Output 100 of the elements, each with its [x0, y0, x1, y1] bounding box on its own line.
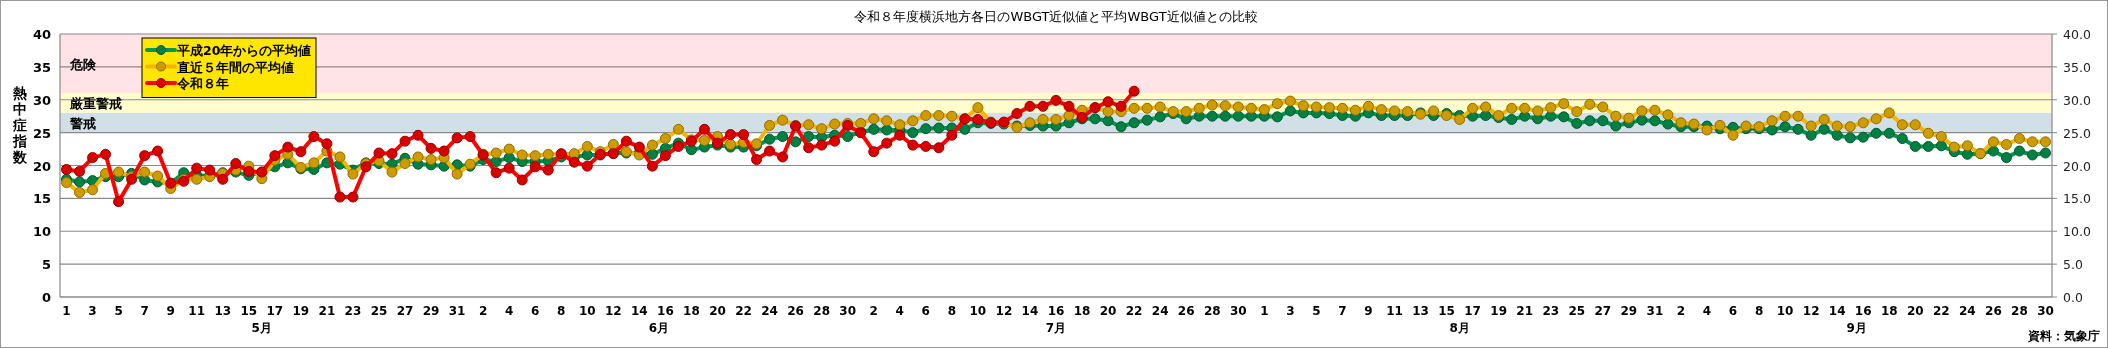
x-tick-label: 8 — [947, 304, 957, 318]
x-tick-label: 24 — [1959, 304, 1976, 318]
x-tick-label: 26 — [787, 304, 804, 318]
x-tick-label: 24 — [761, 304, 778, 318]
y2-tick-label: 5.0 — [2063, 257, 2083, 273]
x-tick-label: 26 — [1985, 304, 2002, 318]
band-label: 厳重警戒 — [69, 96, 122, 112]
text: 5月 — [251, 321, 272, 335]
x-tick-label: 25 — [370, 304, 388, 318]
x-tick-label: 12 — [1802, 304, 1820, 318]
y2-tick-label: 20.0 — [2063, 158, 2091, 174]
x-tick-label: 7 — [140, 304, 149, 318]
y2-tick-label: 15.0 — [2063, 191, 2091, 207]
x-tick-label: 10 — [578, 304, 596, 318]
y-tick-label: 10 — [32, 224, 51, 240]
x-tick-label: 29 — [422, 304, 440, 318]
y-axis-title: 熱中症指数 — [12, 85, 28, 165]
y2-tick-label: 35.0 — [2063, 59, 2091, 75]
x-tick-label: 15 — [240, 304, 258, 318]
x-tick-label: 26 — [1177, 304, 1195, 318]
x-tick-label: 2 — [1676, 304, 1686, 318]
x-tick-label: 12 — [995, 304, 1013, 318]
x-tick-label: 30 — [1229, 304, 1247, 318]
chart-title: 令和８年度横浜地方各日のWBGT近似値と平均WBGT近似値との比較 — [854, 9, 1258, 24]
x-tick-label: 4 — [505, 304, 514, 318]
x-tick-label: 25 — [1568, 304, 1586, 318]
x-tick-label: 30 — [839, 304, 857, 318]
x-tick-label: 29 — [1620, 304, 1638, 318]
y2-tick-label: 25.0 — [2063, 125, 2091, 141]
x-tick-label: 21 — [318, 304, 336, 318]
y2-tick-label: 0.0 — [2063, 290, 2083, 305]
x-tick-label: 5 — [1312, 304, 1321, 318]
x-tick-label: 20 — [1099, 304, 1117, 318]
x-tick-label: 18 — [683, 304, 700, 318]
y-tick-label: 40 — [32, 27, 51, 42]
x-tick-label: 4 — [895, 304, 904, 318]
x-tick-label: 3 — [1286, 304, 1295, 318]
y-tick-label: 0 — [41, 290, 51, 305]
x-tick-label: 9 — [1364, 304, 1373, 318]
x-tick-label: 15 — [1438, 304, 1455, 318]
x-tick-label: 13 — [214, 304, 232, 318]
text: 6月 — [648, 321, 670, 335]
x-tick-label: 13 — [1412, 304, 1429, 318]
x-tick-label: 24 — [1151, 304, 1169, 318]
legend-label: 平成20年からの平均値 — [176, 43, 312, 58]
x-tick-label: 23 — [344, 304, 362, 318]
x-tick-label: 16 — [1047, 304, 1065, 318]
x-tick-label: 14 — [631, 304, 648, 318]
x-tick-label: 1 — [62, 304, 71, 318]
x-tick-label: 31 — [1646, 304, 1664, 318]
x-tick-label: 28 — [1203, 304, 1221, 318]
legend-label: 直近５年間の平均値 — [176, 59, 294, 75]
y-tick-label: 30 — [32, 92, 51, 108]
x-tick-label: 14 — [1828, 304, 1846, 318]
x-tick-label: 14 — [1021, 304, 1039, 318]
x-tick-label: 4 — [1702, 304, 1712, 318]
x-tick-label: 31 — [448, 304, 466, 318]
text: 資料：気象庁 — [2027, 329, 2100, 343]
y-tick-label: 25 — [32, 125, 51, 141]
x-tick-label: 19 — [1490, 304, 1508, 318]
x-tick-label: 6 — [1728, 304, 1738, 318]
x-tick-label: 11 — [188, 304, 206, 318]
x-tick-label: 9 — [166, 304, 175, 318]
y2-tick-label: 40.0 — [2063, 27, 2091, 42]
x-tick-label: 23 — [1542, 304, 1560, 318]
x-tick-label: 21 — [1516, 304, 1534, 318]
x-tick-label: 22 — [1932, 304, 1950, 318]
x-tick-label: 12 — [604, 304, 622, 318]
y-tick-label: 15 — [32, 191, 51, 207]
x-tick-label: 10 — [969, 304, 987, 318]
x-tick-label: 3 — [88, 304, 97, 318]
y-tick-label: 20 — [32, 158, 51, 174]
x-tick-label: 19 — [292, 304, 310, 318]
x-tick-label: 27 — [1594, 304, 1612, 318]
x-tick-label: 27 — [396, 304, 414, 318]
x-tick-label: 2 — [869, 304, 878, 318]
x-tick-label: 20 — [1906, 304, 1924, 318]
y-tick-label: 35 — [32, 59, 51, 75]
x-tick-label: 10 — [1776, 304, 1794, 318]
text: 8月 — [1449, 321, 1470, 335]
x-tick-label: 22 — [1125, 304, 1143, 318]
x-tick-label: 20 — [709, 304, 726, 318]
x-tick-label: 8 — [1754, 304, 1764, 318]
x-tick-label: 17 — [1464, 304, 1481, 318]
band-label: 警戒 — [69, 115, 96, 131]
x-tick-label: 1 — [1260, 304, 1269, 318]
x-tick-label: 28 — [2011, 304, 2028, 318]
x-tick-label: 5 — [114, 304, 123, 318]
x-tick-label: 17 — [266, 304, 284, 318]
x-tick-label: 16 — [1854, 304, 1872, 318]
x-tick-label: 18 — [1880, 304, 1898, 318]
y2-tick-label: 30.0 — [2063, 92, 2091, 108]
x-tick-label: 8 — [557, 304, 566, 318]
text: 7月 — [1045, 321, 1067, 335]
x-tick-label: 30 — [2037, 304, 2054, 318]
x-tick-label: 7 — [1338, 304, 1347, 318]
x-tick-label: 11 — [1386, 304, 1403, 318]
y2-tick-label: 10.0 — [2063, 224, 2091, 240]
y-tick-label: 5 — [41, 257, 51, 273]
x-tick-label: 2 — [478, 304, 488, 318]
